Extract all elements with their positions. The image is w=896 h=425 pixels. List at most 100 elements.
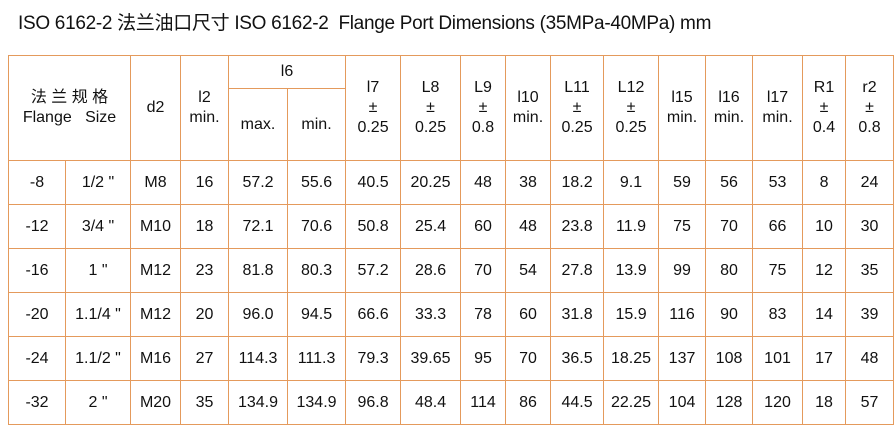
cell: M8 [130,160,182,205]
cell: 116 [658,292,707,337]
header-text: l10 [517,89,539,106]
cell: M20 [130,380,182,425]
header-text: d2 [146,99,165,116]
cell: 23.8 [550,204,605,249]
header-text: 0.25 [615,119,647,136]
cell: 39.65 [400,336,462,381]
header-cell: L8 ±0.25 [400,55,462,161]
header-text: 0.8 [858,119,881,136]
header-text: min. [666,109,698,126]
cell: 44.5 [550,380,605,425]
cell: -8 [8,160,66,205]
header-text: 0.8 [471,119,495,136]
cell: 94.5 [287,292,347,337]
title: ISO 6162-2 法兰油口尺寸 ISO 6162-2 Flange Port… [18,13,712,34]
header-text: 0.25 [561,119,593,136]
cell: 13.9 [603,248,660,293]
cell: 2 " [64,380,132,425]
cell: 55.6 [287,160,347,205]
cell: 108 [705,336,754,381]
cell: 14 [802,292,847,337]
cell: 18 [802,380,847,425]
dimension-table: 法 兰 规 格 Flange Size d2 l2 min. l6 l7 ±0.25 L8 ±0.… [7,55,895,425]
cell: 10 [802,204,847,249]
cell: 114.3 [228,336,289,381]
header-text: ± [819,99,829,116]
header-cell: L12 ±0.25 [603,55,660,161]
cell: 27 [180,336,230,381]
cell: 60 [460,204,507,249]
cell: 96.0 [228,292,289,337]
header-cell: L11 ±0.25 [550,55,605,161]
cell: 20 [180,292,230,337]
header-text: l16 [718,89,740,106]
cell: 15.9 [603,292,660,337]
header-text: ± [478,99,488,116]
cell: 57.2 [228,160,289,205]
header-cell: l17 min. [752,55,804,161]
cell: 120 [752,380,804,425]
cell: 95 [460,336,507,381]
cell: -32 [8,380,66,425]
data-row: -16 1 " M12 23 81.8 80.3 57.2 28.6 70 54 27.8 13.9 9… [8,248,895,293]
cell: 99 [658,248,707,293]
header-cell: 法 兰 规 格 Flange Size [7,55,132,161]
header-text: min. [189,109,220,126]
cell: 53 [752,160,804,205]
cell: 9.1 [603,160,660,205]
cell: 83 [752,292,804,337]
cell: 70.6 [287,204,347,249]
cell: -20 [8,292,66,337]
data-row: -24 1.1/2 " M16 27 114.3 111.3 79.3 39.65 95 70 36… [8,336,895,381]
cell: 1/2 " [64,160,132,205]
cell: 48 [845,336,895,381]
header-cell: l7 ±0.25 [345,55,402,161]
cell: 70 [505,336,552,381]
cell: 54 [505,248,552,293]
cell: 38 [505,160,552,205]
cell: 18.2 [550,160,605,205]
cell: 30 [845,204,895,249]
cell: -12 [8,204,66,249]
cell: 80.3 [287,248,347,293]
cell: 56 [705,160,754,205]
cell: 101 [752,336,804,381]
header-text: 0.25 [414,119,447,136]
cell: 57 [845,380,895,425]
cell: 134.9 [228,380,289,425]
header-text: l17 [766,89,789,106]
cell: 111.3 [287,336,347,381]
cell: 66 [752,204,804,249]
cell: 72.1 [228,204,289,249]
cell: 48 [460,160,507,205]
header-text: ± [572,99,582,116]
header-text: r2 [862,79,877,96]
cell: 39 [845,292,895,337]
header-cell: d2 [130,55,182,161]
cell: M10 [130,204,182,249]
header-text: l2 [198,89,211,106]
cell: M16 [130,336,182,381]
cell: M12 [130,292,182,337]
cell: 81.8 [228,248,289,293]
cell: 22.25 [603,380,660,425]
data-row: -32 2 " M20 35 134.9 134.9 96.8 48.4 114 86 44.5 22… [8,380,895,425]
cell: 28.6 [400,248,462,293]
cell: 8 [802,160,847,205]
header-text: 0.25 [357,119,389,136]
cell: 17 [802,336,847,381]
cell: 25.4 [400,204,462,249]
header-cell: l16 min. [705,55,754,161]
cell: 33.3 [400,292,462,337]
cell: 40.5 [345,160,402,205]
data-row: -20 1.1/4 " M12 20 96.0 94.5 66.6 33.3 78 60 31.8 1… [8,292,895,337]
cell: 18.25 [603,336,660,381]
header-cell: L9 ±0.8 [460,55,507,161]
cell: 90 [705,292,754,337]
header-text: ± [426,99,435,116]
cell: 75 [752,248,804,293]
cell: 96.8 [345,380,402,425]
cell: 27.8 [550,248,605,293]
header-cell: l15 min. [658,55,707,161]
